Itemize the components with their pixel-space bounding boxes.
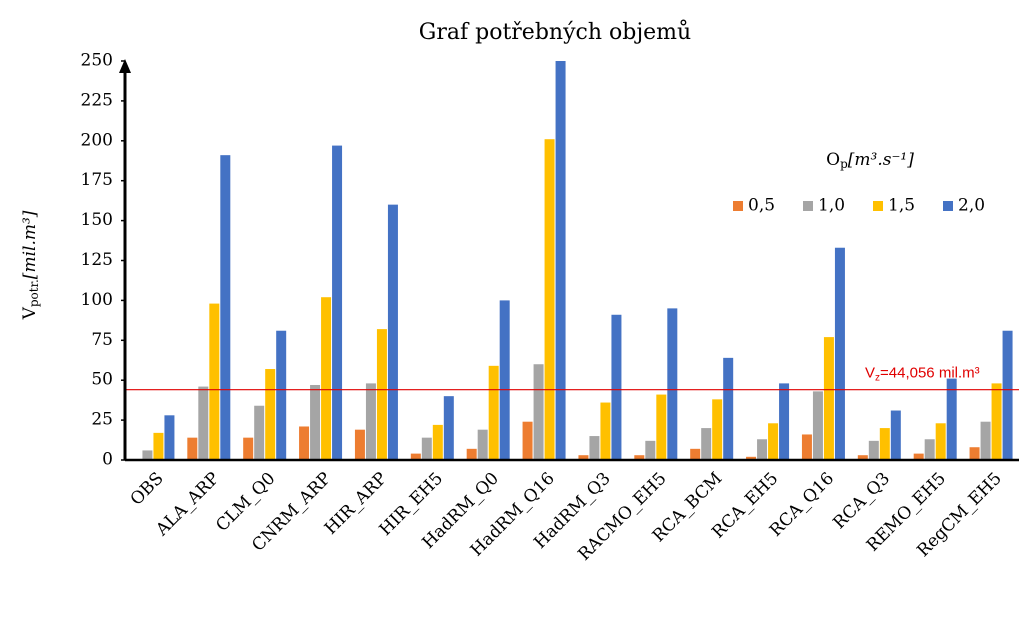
bar <box>712 399 723 460</box>
bar <box>857 455 868 460</box>
bar <box>421 437 432 460</box>
y-tick-label: 0 <box>102 450 113 470</box>
bar <box>890 410 901 460</box>
bar <box>142 450 153 460</box>
bar <box>477 429 488 460</box>
y-tick-label: 150 <box>81 210 113 230</box>
bar <box>801 434 812 460</box>
y-tick-label: 250 <box>81 51 113 71</box>
bar <box>499 300 510 460</box>
bar <box>220 155 231 460</box>
bar <box>980 421 991 460</box>
reference-label-main: V <box>865 365 875 382</box>
bar <box>667 308 678 460</box>
bar <box>578 455 589 460</box>
y-tick-label: 75 <box>91 330 113 350</box>
legend-title-unit: [m³.s⁻¹] <box>848 150 914 170</box>
bar <box>589 436 600 460</box>
bar <box>746 456 757 460</box>
y-tick-label: 125 <box>81 250 113 270</box>
bar <box>779 383 790 460</box>
bar <box>1002 330 1013 460</box>
bar <box>443 396 454 460</box>
bar <box>354 429 365 460</box>
y-tick-label: 25 <box>91 410 113 430</box>
reference-label-sub: z <box>875 372 880 383</box>
y-label-main: V <box>20 306 40 320</box>
bar <box>924 439 935 460</box>
bar <box>935 423 946 460</box>
bar <box>243 437 254 460</box>
reference-label: Vz=44,056 mil.m³ <box>865 365 980 384</box>
bar <box>634 455 645 460</box>
bar <box>991 383 1002 460</box>
bar <box>376 329 387 460</box>
bar <box>466 448 477 460</box>
y-label-unit: [mil.m³] <box>20 210 40 279</box>
bar <box>321 297 332 460</box>
y-tick-label: 50 <box>91 370 113 390</box>
bar <box>153 432 164 460</box>
bar <box>533 364 544 460</box>
y-tick-label: 225 <box>81 90 113 110</box>
bar <box>555 61 566 460</box>
bar <box>265 369 276 460</box>
chart-title: Graf potřebných objemů <box>419 18 691 45</box>
bar <box>365 383 376 460</box>
bar <box>768 423 779 460</box>
bar <box>611 314 622 460</box>
bar <box>276 330 287 460</box>
bar <box>656 394 667 460</box>
bar <box>544 139 555 461</box>
legend-label: 0,5 <box>748 196 775 216</box>
bar <box>946 378 957 460</box>
legend-swatch <box>943 201 953 211</box>
legend-swatch <box>733 201 743 211</box>
legend-swatch <box>873 201 883 211</box>
bar <box>254 405 265 460</box>
bar <box>198 386 209 460</box>
bar <box>488 365 499 460</box>
legend-label: 1,0 <box>818 196 845 216</box>
bar <box>187 437 198 460</box>
y-label-sub: potr. <box>27 279 41 307</box>
bar <box>209 303 220 460</box>
bar <box>834 247 845 460</box>
bar <box>432 424 443 460</box>
bar <box>868 440 879 460</box>
bar <box>969 447 980 460</box>
legend-title-sub: p <box>840 157 848 171</box>
bar <box>757 439 768 460</box>
y-tick-label: 100 <box>81 290 113 310</box>
bar <box>387 204 398 460</box>
bar <box>879 428 890 460</box>
legend-label: 2,0 <box>958 196 985 216</box>
bar <box>812 391 823 460</box>
y-axis-arrow <box>119 59 131 73</box>
bar <box>913 453 924 460</box>
bar <box>410 453 421 460</box>
x-tick-label: OBS <box>127 469 168 510</box>
bar <box>645 440 656 460</box>
y-axis-label: Vpotr.[mil.m³] <box>20 210 41 320</box>
reference-label-rest: =44,056 mil.m³ <box>880 365 980 382</box>
bar <box>723 357 734 460</box>
bar <box>332 145 343 460</box>
y-tick-label: 200 <box>81 130 113 150</box>
bar <box>701 428 712 460</box>
bar <box>164 415 175 460</box>
legend-title: Op[m³.s⁻¹] <box>826 150 914 171</box>
legend-label: 1,5 <box>888 196 915 216</box>
y-tick-label: 175 <box>81 170 113 190</box>
bar <box>299 426 310 460</box>
bar <box>522 421 533 460</box>
legend-swatch <box>803 201 813 211</box>
bar <box>310 384 321 460</box>
bar <box>600 402 611 460</box>
bar <box>690 448 701 460</box>
legend-title-main: O <box>826 150 840 170</box>
bar <box>823 337 834 460</box>
